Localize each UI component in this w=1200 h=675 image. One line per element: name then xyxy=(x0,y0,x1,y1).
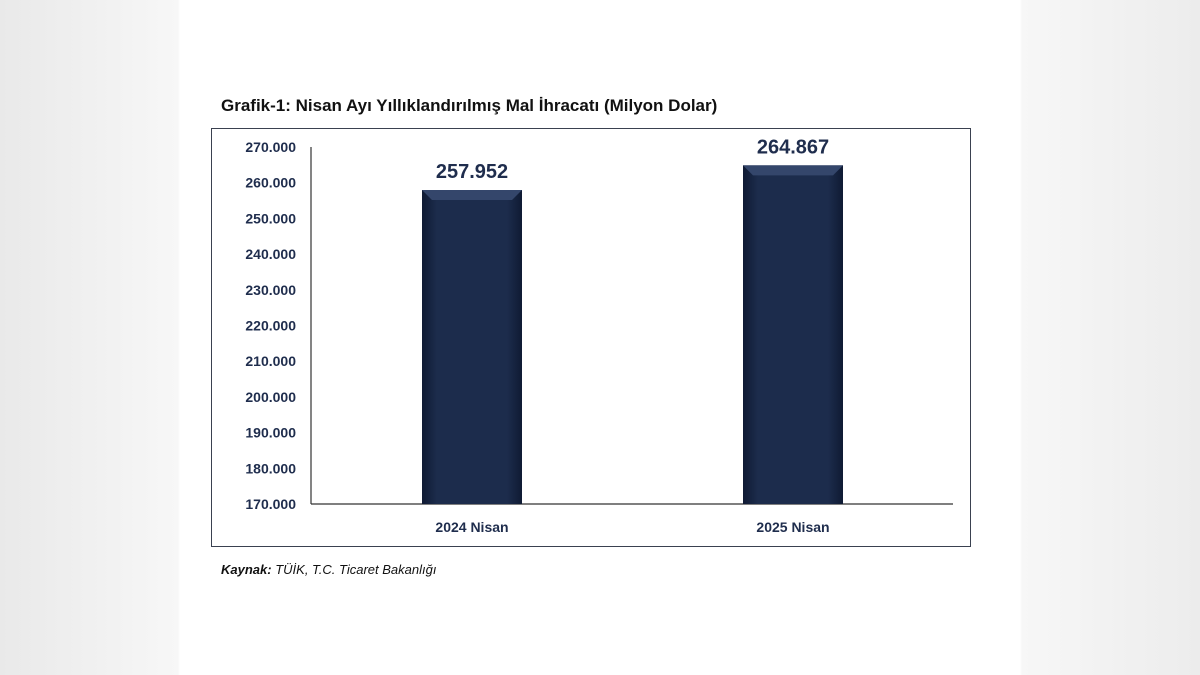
y-tick-label: 270.000 xyxy=(245,139,296,155)
x-tick-label: 2025 Nisan xyxy=(756,519,829,535)
source-note: Kaynak: TÜİK, T.C. Ticaret Bakanlığı xyxy=(221,562,436,577)
y-tick-label: 170.000 xyxy=(245,496,296,512)
chart-frame xyxy=(211,128,971,547)
chart-title: Grafik-1: Nisan Ayı Yıllıklandırılmış Ma… xyxy=(221,96,718,115)
y-tick-label: 220.000 xyxy=(245,318,296,334)
y-tick-label: 260.000 xyxy=(245,175,296,191)
x-tick-label: 2024 Nisan xyxy=(435,519,508,535)
y-tick-label: 230.000 xyxy=(245,282,296,298)
data-label: 257.952 xyxy=(436,161,508,183)
y-tick-label: 180.000 xyxy=(245,460,296,476)
data-label: 264.867 xyxy=(757,136,829,158)
source-text: TÜİK, T.C. Ticaret Bakanlığı xyxy=(275,562,437,577)
bar-bevel xyxy=(422,190,522,201)
y-tick-label: 240.000 xyxy=(245,246,296,262)
y-tick-label: 250.000 xyxy=(245,210,296,226)
y-tick-label: 190.000 xyxy=(245,425,296,441)
y-tick-label: 210.000 xyxy=(245,353,296,369)
bar xyxy=(422,190,522,504)
bar-bevel xyxy=(743,165,843,176)
y-tick-label: 200.000 xyxy=(245,389,296,405)
source-label: Kaynak: xyxy=(221,562,272,577)
bar xyxy=(743,165,843,504)
